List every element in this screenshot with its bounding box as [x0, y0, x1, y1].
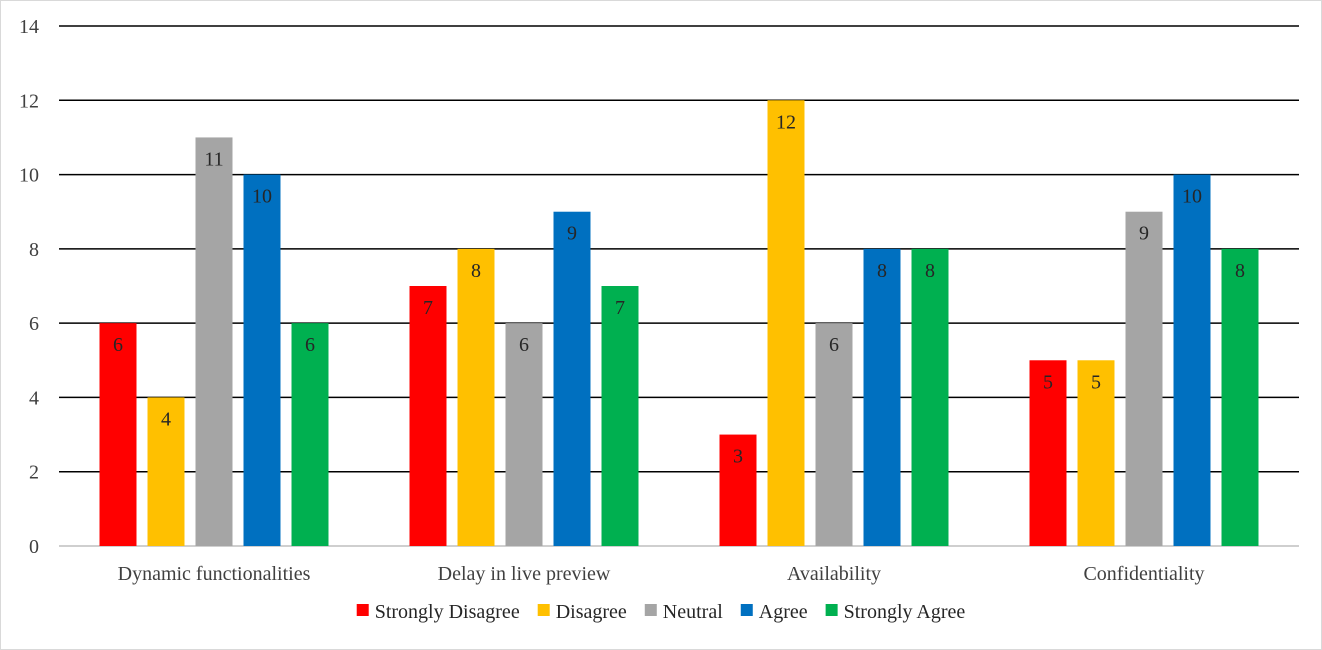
data-label: 6: [113, 334, 123, 356]
x-axis-categories: Dynamic functionalities Delay in live pre…: [118, 563, 1205, 585]
data-label: 6: [829, 334, 839, 356]
y-tick-label: 2: [29, 462, 39, 484]
data-label: 4: [161, 408, 171, 430]
legend-swatch: [740, 604, 753, 616]
legend-swatch: [356, 604, 369, 616]
bar: [911, 248, 949, 546]
bar: [601, 286, 639, 546]
legend-item: Strongly Disagree: [356, 601, 520, 623]
legend-label: Disagree: [556, 601, 627, 623]
y-tick-label: 8: [29, 239, 39, 261]
data-label: 10: [252, 186, 272, 208]
legend-label: Agree: [759, 601, 808, 623]
data-label: 9: [1139, 223, 1149, 245]
y-tick-label: 12: [19, 90, 39, 112]
legend: Strongly Disagree Disagree Neutral Agree Str…: [356, 601, 966, 623]
bar: [1173, 174, 1211, 547]
bar: [1029, 360, 1067, 546]
data-label: 8: [1235, 260, 1245, 282]
data-label: 5: [1091, 371, 1101, 393]
legend-item: Disagree: [537, 601, 627, 623]
y-tick-label: 6: [29, 313, 39, 335]
bar: [99, 323, 137, 546]
bar: [767, 100, 805, 547]
legend-label: Strongly Disagree: [375, 601, 520, 623]
data-label: 8: [471, 260, 481, 282]
legend-label: Neutral: [663, 601, 723, 623]
bar: [1221, 248, 1259, 546]
y-tick-label: 4: [29, 387, 39, 409]
bar: [719, 434, 757, 546]
bar: [815, 323, 853, 546]
data-label: 11: [204, 148, 223, 170]
legend-item: Strongly Agree: [825, 601, 966, 623]
legend-swatch: [825, 604, 838, 616]
bar: [147, 397, 185, 546]
data-label: 12: [776, 111, 796, 133]
data-label: 10: [1182, 186, 1202, 208]
data-label: 3: [733, 446, 743, 468]
legend-item: Agree: [740, 601, 808, 623]
x-category-label: Dynamic functionalities: [118, 563, 311, 585]
data-label: 5: [1043, 371, 1053, 393]
bar: [409, 286, 447, 546]
data-label: 8: [925, 260, 935, 282]
data-label: 7: [615, 297, 625, 319]
data-label: 9: [567, 223, 577, 245]
y-axis-ticks: 0 2 4 6 8 10 12 14: [19, 16, 39, 558]
data-label: 8: [877, 260, 887, 282]
legend-item: Neutral: [644, 601, 723, 623]
x-category-label: Availability: [787, 563, 881, 585]
bar: [553, 211, 591, 546]
bar: [1125, 211, 1163, 546]
data-label: 6: [519, 334, 529, 356]
x-category-label: Delay in live preview: [438, 563, 611, 585]
y-tick-label: 0: [29, 536, 39, 558]
data-labels: 6 4 11 10 6 7 8 6 9 7 3 12 6 8 8 5 5 9 10 8: [113, 111, 1245, 467]
y-tick-label: 10: [19, 165, 39, 187]
bars: [99, 100, 1259, 547]
data-label: 6: [305, 334, 315, 356]
bar: [505, 323, 543, 546]
legend-label: Strongly Agree: [844, 601, 966, 623]
x-category-label: Confidentiality: [1083, 563, 1204, 585]
bar: [863, 248, 901, 546]
legend-swatch: [644, 604, 657, 616]
legend-swatch: [537, 604, 550, 616]
bar: [243, 174, 281, 547]
bar: [195, 137, 233, 546]
bar: [457, 248, 495, 546]
bar: [291, 323, 329, 546]
data-label: 7: [423, 297, 433, 319]
bar: [1077, 360, 1115, 546]
y-tick-label: 14: [19, 16, 39, 38]
